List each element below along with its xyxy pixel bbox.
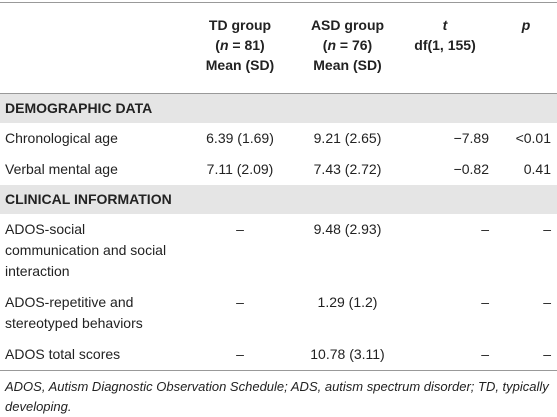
header-line: df(1, 155) — [399, 35, 491, 55]
header-line: (n = 76) — [304, 35, 391, 55]
cell: 6.39 (1.69) — [206, 130, 274, 146]
header-text: Mean (SD) — [205, 57, 275, 73]
header-text: n — [327, 37, 337, 53]
section-title: CLINICAL INFORMATION — [0, 185, 557, 214]
cell: – — [236, 221, 244, 237]
header-text: ( — [215, 37, 220, 53]
cell: −0.82 — [453, 161, 489, 177]
cell: 1.29 (1.2) — [317, 294, 378, 310]
header-cell: TD group (n = 81) Mean (SD) — [180, 3, 300, 94]
cell: – — [481, 294, 489, 310]
header-cell — [0, 3, 180, 94]
header-line: ASD group — [304, 15, 391, 35]
data-row: ADOS total scores – 10.78 (3.11) – – — [0, 339, 557, 371]
header-text: = 76) — [336, 37, 373, 53]
header-text: p — [521, 17, 531, 33]
header-cell: ASD group (n = 76) Mean (SD) — [300, 3, 395, 94]
header-text: t — [442, 17, 448, 33]
cell: – — [543, 346, 551, 362]
header-row: TD group (n = 81) Mean (SD) ASD group (n = 7… — [0, 2, 557, 94]
header-line: (n = 81) — [184, 35, 296, 55]
cell: −7.89 — [453, 130, 489, 146]
cell: – — [236, 294, 244, 310]
data-row: ADOS-repetitive and stereotyped behavior… — [0, 287, 557, 339]
cell: – — [543, 221, 551, 237]
header-line: t — [399, 15, 491, 35]
header-text: ASD group — [310, 17, 385, 33]
header-text: n — [219, 37, 229, 53]
cell: – — [481, 346, 489, 362]
data-row: Chronological age 6.39 (1.69) 9.21 (2.65) −… — [0, 123, 557, 154]
row-label: ADOS total scores — [5, 346, 121, 362]
cell: 10.78 (3.11) — [310, 346, 385, 362]
header-text: Mean (SD) — [313, 57, 382, 73]
data-table: TD group (n = 81) Mean (SD) ASD group (n = 7… — [0, 2, 557, 371]
header-text: ( — [322, 37, 328, 53]
row-label: Verbal mental age — [5, 161, 118, 177]
header-cell: t df(1, 155) — [395, 3, 495, 94]
header-text: TD group — [208, 17, 272, 33]
footnote: ADOS, Autism Diagnostic Observation Sche… — [5, 379, 549, 414]
row-label: ADOS-social communication and social int… — [5, 221, 167, 279]
cell: 9.21 (2.65) — [313, 130, 382, 146]
header-cell: p — [495, 3, 557, 94]
section-row: CLINICAL INFORMATION — [0, 185, 557, 214]
cell: 9.48 (2.93) — [313, 221, 382, 237]
row-label: ADOS-repetitive and stereotyped behavior… — [5, 294, 143, 331]
cell: 7.11 (2.09) — [206, 161, 274, 177]
cell: 7.43 (2.72) — [313, 161, 382, 177]
section-row: DEMOGRAPHIC DATA — [0, 93, 557, 123]
header-line: Mean (SD) — [304, 55, 391, 75]
section-title: DEMOGRAPHIC DATA — [0, 93, 557, 123]
header-line: Mean (SD) — [184, 55, 296, 75]
cell: – — [543, 294, 551, 310]
cell: 0.41 — [523, 161, 551, 177]
cell: <0.01 — [515, 130, 551, 146]
cell: – — [236, 346, 244, 362]
row-label: Chronological age — [5, 130, 118, 146]
header-text: df(1, 155) — [414, 37, 476, 53]
header-line: TD group — [184, 15, 296, 35]
data-row: Verbal mental age 7.11 (2.09) 7.43 (2.72) −… — [0, 154, 557, 185]
cell: – — [481, 221, 489, 237]
table-body: DEMOGRAPHIC DATA Chronological age 6.39 (1… — [0, 93, 557, 371]
header-text: = 81) — [228, 37, 265, 53]
data-row: ADOS-social communication and social int… — [0, 214, 557, 287]
header-line: p — [499, 15, 553, 35]
